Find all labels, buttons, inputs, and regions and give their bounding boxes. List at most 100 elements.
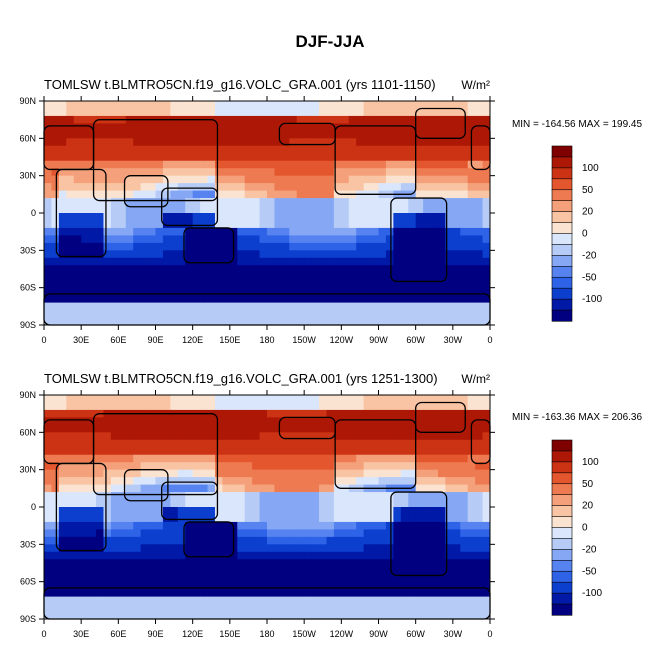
field-cell (378, 272, 387, 281)
field-cell (415, 581, 424, 590)
field-cell (200, 611, 208, 620)
field-cell (296, 190, 305, 199)
field-cell (214, 581, 223, 590)
field-cell (482, 581, 491, 590)
field-cell (437, 424, 446, 433)
field-cell (296, 432, 305, 441)
field-cell (319, 108, 327, 117)
field-cell (177, 454, 186, 463)
field-cell (482, 101, 491, 109)
field-cell (140, 250, 149, 259)
field-cell (289, 310, 298, 318)
field-cell (207, 153, 216, 162)
field-cell (333, 160, 342, 169)
field-cell (229, 484, 238, 493)
field-cell (378, 205, 387, 214)
field-cell (445, 596, 454, 605)
field-cell (400, 566, 409, 575)
field-cell (252, 521, 260, 530)
field-cell (430, 220, 439, 229)
field-cell (430, 198, 439, 206)
field-cell (133, 395, 142, 403)
field-cell (58, 287, 67, 296)
field-cell (296, 198, 305, 206)
field-cell (333, 514, 342, 523)
field-cell (58, 145, 67, 154)
field-cell (103, 138, 112, 147)
field-cell (304, 317, 312, 326)
field-cell (200, 551, 208, 560)
field-cell (371, 183, 379, 191)
field-cell (333, 302, 342, 311)
field-cell (73, 123, 82, 132)
field-cell (423, 611, 431, 620)
field-cell (415, 153, 424, 162)
field-cell (140, 559, 149, 568)
field-cell (274, 454, 283, 463)
colorbar-swatch (551, 156, 573, 169)
field-cell (177, 514, 186, 523)
field-cell (177, 395, 186, 403)
field-cell (252, 101, 260, 109)
field-cell (192, 205, 201, 214)
field-cell (385, 108, 394, 117)
field-cell (281, 484, 290, 493)
field-cell (430, 265, 439, 274)
field-cell (118, 395, 127, 403)
field-cell (252, 581, 260, 590)
field-cell (252, 417, 260, 426)
field-cell (452, 265, 461, 274)
field-cell (311, 439, 320, 448)
field-cell (200, 566, 208, 575)
field-cell (73, 499, 82, 508)
field-cell (200, 130, 208, 139)
field-cell (348, 402, 357, 411)
field-cell (88, 469, 97, 478)
field-cell (140, 153, 149, 162)
field-cell (326, 454, 335, 463)
field-cell (66, 514, 75, 523)
field-cell (73, 190, 82, 199)
field-cell (482, 574, 491, 583)
field-cell (214, 477, 223, 485)
field-cell (363, 417, 372, 426)
field-cell (363, 395, 372, 403)
field-cell (267, 287, 275, 296)
field-cell (452, 235, 461, 244)
field-cell (222, 272, 231, 281)
field-cell (281, 604, 290, 612)
field-cell (66, 123, 75, 132)
field-cell (311, 280, 320, 289)
field-cell (192, 432, 201, 441)
field-cell (445, 287, 454, 296)
field-cell (333, 402, 342, 411)
field-cell (348, 130, 357, 139)
field-cell (222, 130, 231, 139)
field-cell (467, 462, 476, 471)
field-cell (148, 198, 156, 206)
field-cell (222, 514, 231, 523)
field-cell (415, 536, 424, 545)
field-cell (274, 395, 283, 403)
field-cell (148, 439, 156, 448)
field-cell (214, 395, 223, 403)
field-cell (214, 566, 223, 575)
field-cell (378, 492, 387, 500)
field-cell (460, 409, 469, 418)
field-cell (348, 227, 357, 236)
field-cell (103, 604, 112, 612)
field-cell (81, 484, 89, 493)
field-cell (229, 183, 238, 191)
field-cell (155, 101, 164, 109)
field-cell (133, 168, 142, 177)
field-cell (252, 145, 260, 154)
field-cell (170, 395, 179, 403)
field-cell (103, 108, 112, 117)
field-cell (385, 477, 394, 485)
field-cell (326, 447, 335, 456)
field-cell (125, 454, 134, 463)
x-tick-label: 0 (41, 629, 46, 639)
field-cell (281, 536, 290, 545)
field-cell (185, 604, 194, 612)
field-cell (452, 462, 461, 471)
